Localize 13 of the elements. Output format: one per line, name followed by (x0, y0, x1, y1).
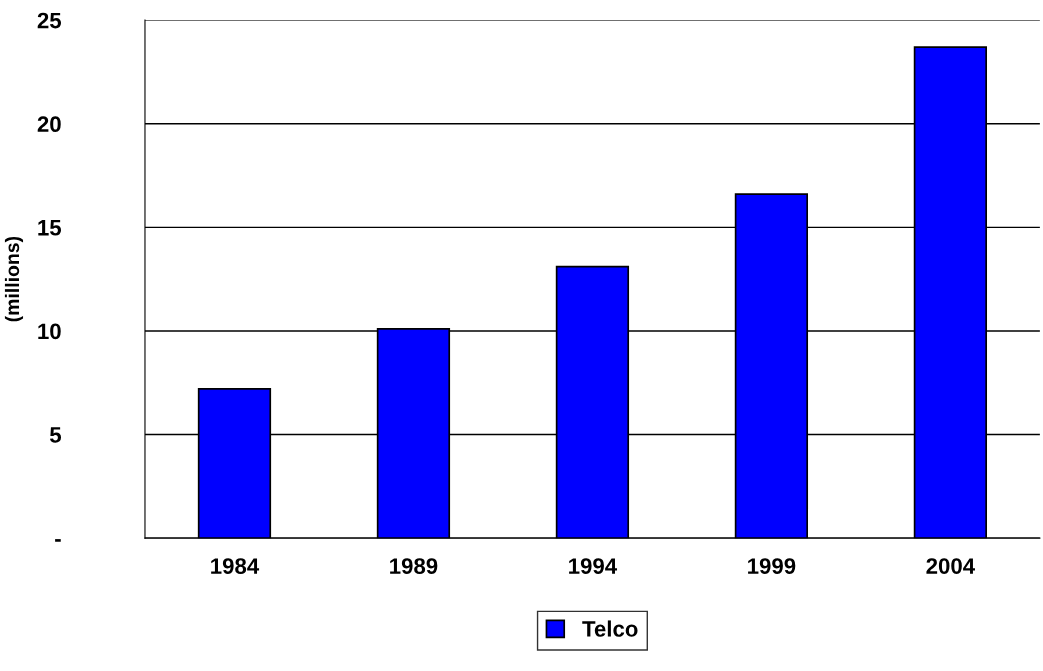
y-tick-label: 25 (37, 12, 62, 29)
x-tick-label: 1999 (748, 558, 796, 574)
x-tick-label: 1989 (390, 558, 438, 574)
x-tick-label: 1994 (569, 558, 618, 574)
legend-label: Telco (582, 620, 638, 637)
x-tick-label: 1984 (211, 558, 260, 574)
y-tick-label: 15 (38, 220, 62, 236)
y-tick-label: 10 (38, 323, 61, 340)
x-tick-label: 2004 (926, 558, 975, 574)
y-tick-label: 5 (49, 427, 62, 443)
y-tick-label: 20 (37, 116, 61, 132)
y-axis-title: (millions) (4, 236, 24, 322)
y-tick-label: - (55, 539, 61, 542)
